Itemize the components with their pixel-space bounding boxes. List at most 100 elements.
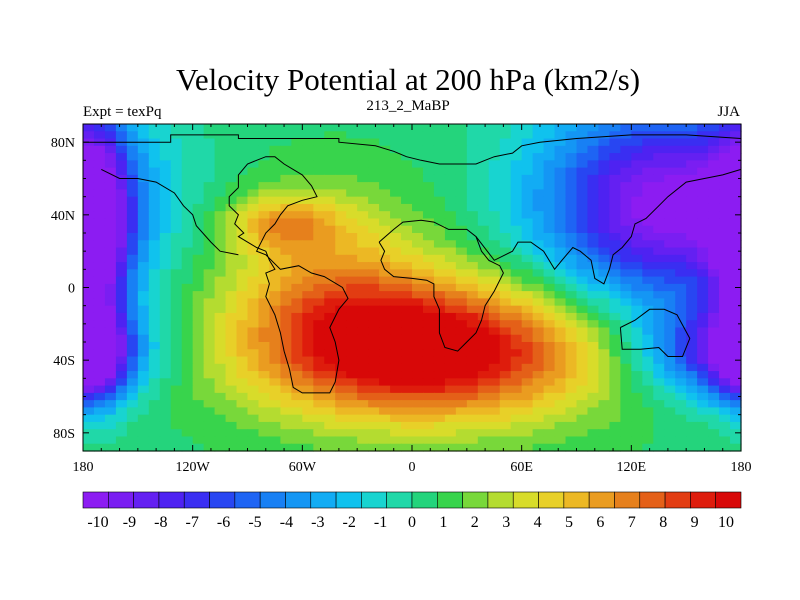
field-cell [83, 225, 95, 234]
field-cell [510, 167, 523, 176]
field-cell [686, 189, 698, 198]
field-cell [730, 312, 742, 321]
field-cell [346, 414, 358, 423]
field-cell [159, 349, 172, 358]
field-cell [499, 269, 512, 278]
field-cell [115, 320, 128, 329]
field-cell [258, 443, 271, 452]
field-cell [390, 414, 402, 423]
field-cell [697, 218, 709, 227]
field-cell [291, 145, 303, 154]
field-cell [587, 233, 600, 241]
field-cell [170, 138, 183, 147]
field-cell [192, 153, 205, 161]
field-cell [631, 378, 643, 387]
field-cell [83, 218, 95, 227]
field-cell [148, 276, 161, 285]
field-cell [313, 378, 325, 387]
field-cell [675, 407, 687, 416]
field-cell [236, 378, 249, 387]
field-cell [83, 196, 95, 205]
field-cell [719, 342, 731, 350]
field-cell [631, 429, 643, 438]
field-cell [126, 342, 139, 350]
field-cell [291, 327, 303, 336]
field-cell [93, 196, 106, 205]
field-cell [83, 247, 95, 256]
field-cell [401, 334, 413, 343]
field-cell [444, 124, 457, 132]
field-cell [598, 298, 610, 307]
field-cell [170, 298, 183, 307]
field-cell [247, 421, 260, 430]
field-cell [368, 247, 380, 256]
field-cell [653, 342, 665, 350]
field-cell [335, 262, 347, 270]
field-cell [170, 414, 183, 423]
field-cell [192, 262, 205, 270]
field-cell [302, 436, 314, 445]
field-cell [291, 378, 303, 387]
field-cell [258, 327, 271, 336]
field-cell [686, 211, 698, 220]
field-cell [181, 400, 194, 408]
field-cell [104, 189, 117, 198]
field-cell [642, 356, 654, 365]
field-cell [280, 131, 292, 140]
field-cell [357, 153, 369, 161]
field-cell [686, 283, 698, 292]
field-cell [126, 363, 139, 372]
field-cell [170, 385, 183, 394]
field-cell [565, 131, 578, 140]
field-cell [521, 167, 534, 176]
field-cell [137, 189, 150, 198]
field-cell [642, 174, 654, 183]
field-cell [269, 436, 281, 445]
field-cell [576, 196, 589, 205]
field-cell [598, 269, 610, 278]
field-cell [477, 385, 490, 394]
field-cell [543, 174, 556, 183]
field-cell [126, 196, 139, 205]
field-cell [214, 254, 227, 263]
field-cell [291, 153, 303, 161]
field-cell [203, 124, 216, 132]
field-cell [357, 196, 369, 205]
field-cell [499, 305, 512, 314]
field-cell [576, 291, 589, 299]
field-cell [401, 182, 413, 190]
field-cell [192, 363, 205, 372]
field-cell [697, 429, 709, 438]
field-cell [686, 254, 698, 263]
field-cell [214, 334, 227, 343]
field-cell [159, 153, 172, 161]
field-cell [159, 400, 172, 408]
field-cell [433, 203, 446, 212]
field-cell [324, 363, 336, 372]
field-cell [390, 334, 402, 343]
field-cell [565, 167, 578, 176]
field-cell [368, 203, 380, 212]
field-cell [93, 225, 106, 234]
field-cell [598, 363, 610, 372]
field-cell [675, 327, 687, 336]
field-cell [203, 153, 216, 161]
field-cell [137, 342, 150, 350]
field-cell [444, 269, 457, 278]
field-cell [170, 240, 183, 249]
field-cell [280, 392, 292, 401]
field-cell [598, 124, 610, 132]
field-cell [642, 291, 654, 299]
field-cell [280, 349, 292, 358]
field-cell [313, 233, 325, 241]
field-cell [686, 436, 698, 445]
field-cell [510, 131, 523, 140]
field-cell [455, 254, 468, 263]
field-cell [664, 407, 676, 416]
field-cell [269, 262, 281, 270]
field-cell [324, 371, 336, 379]
field-cell [357, 305, 369, 314]
field-cell [126, 443, 139, 452]
x-tick-label: 120W [176, 460, 211, 475]
field-cell [126, 414, 139, 423]
